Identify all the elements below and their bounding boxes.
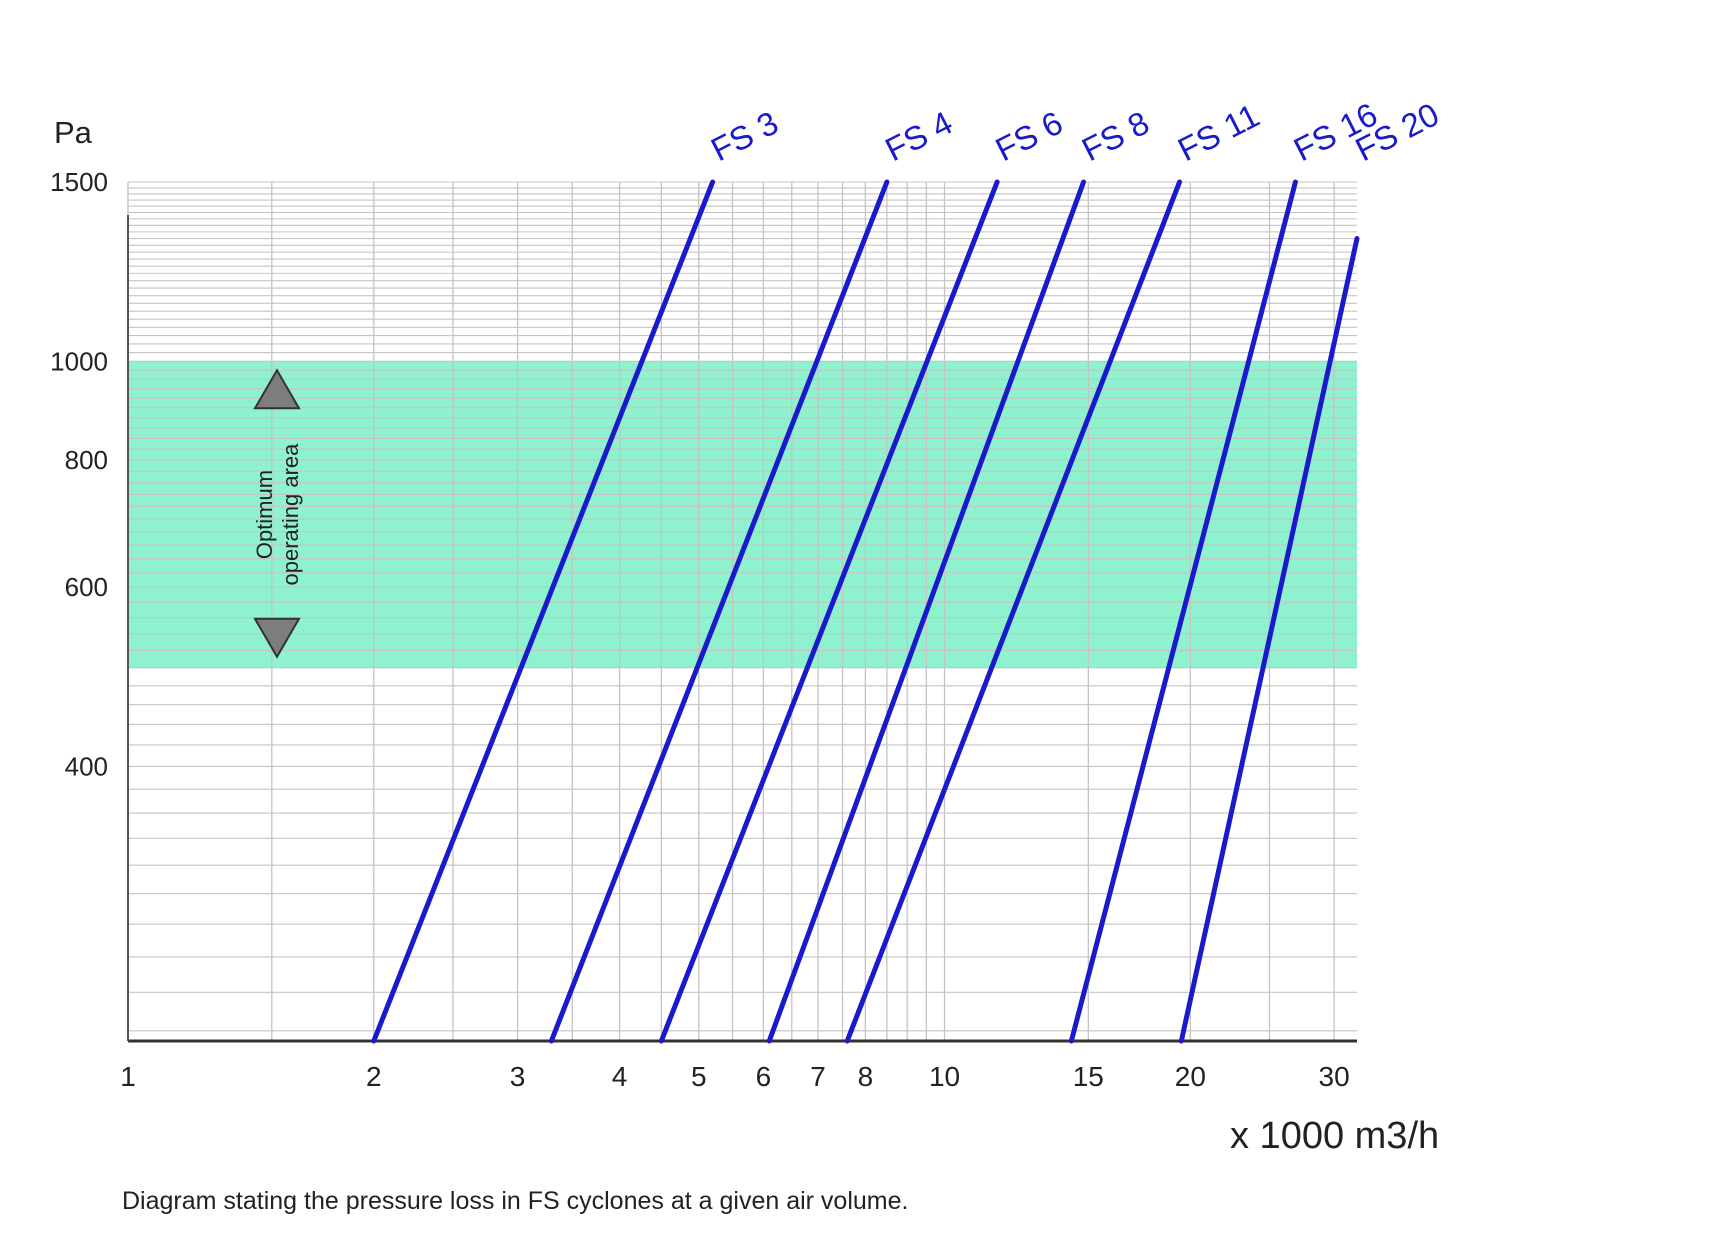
y-tick-label: 800	[65, 445, 108, 475]
band-annotation: Optimum operating area	[252, 368, 303, 659]
x-tick-label: 20	[1175, 1061, 1206, 1092]
x-tick-label: 30	[1319, 1061, 1350, 1092]
up-arrow-icon	[253, 368, 301, 410]
x-tick-label: 7	[810, 1061, 826, 1092]
x-tick-label: 8	[858, 1061, 874, 1092]
y-tick-labels: 400 600 800 1000 1500	[50, 167, 108, 781]
optimum-operating-band	[128, 361, 1357, 668]
y-tick-label: 1500	[50, 167, 108, 197]
x-tick-label: 5	[691, 1061, 707, 1092]
series-line	[844, 179, 1183, 1044]
series-line	[1178, 236, 1360, 1044]
x-tick-label: 15	[1073, 1061, 1104, 1092]
series-line	[1068, 179, 1298, 1044]
x-tick-label: 2	[366, 1061, 382, 1092]
x-tick-label: 4	[612, 1061, 628, 1092]
x-tick-labels: 1 2 3 4 5 6 7 8 10 15 20 30	[120, 1061, 1349, 1092]
y-tick-label: 1000	[50, 346, 108, 376]
x-tick-label: 6	[756, 1061, 772, 1092]
series-line	[548, 179, 890, 1044]
band-label-line1: Optimum	[252, 470, 277, 559]
band-label-line2: operating area	[278, 443, 303, 586]
y-tick-label: 400	[65, 751, 108, 781]
axes	[127, 215, 1357, 1043]
down-arrow-icon	[253, 617, 301, 659]
y-axis-label: Pa	[54, 115, 93, 150]
x-tick-label: 1	[120, 1061, 136, 1092]
x-axis-label: x 1000 m3/h	[1230, 1115, 1439, 1157]
x-tick-label: 10	[929, 1061, 960, 1092]
series-line	[766, 179, 1087, 1044]
chart-caption: Diagram stating the pressure loss in FS …	[122, 1187, 908, 1215]
series-line	[658, 179, 1000, 1044]
x-tick-label: 3	[510, 1061, 526, 1092]
series-line	[371, 179, 716, 1044]
y-tick-label: 600	[65, 572, 108, 602]
